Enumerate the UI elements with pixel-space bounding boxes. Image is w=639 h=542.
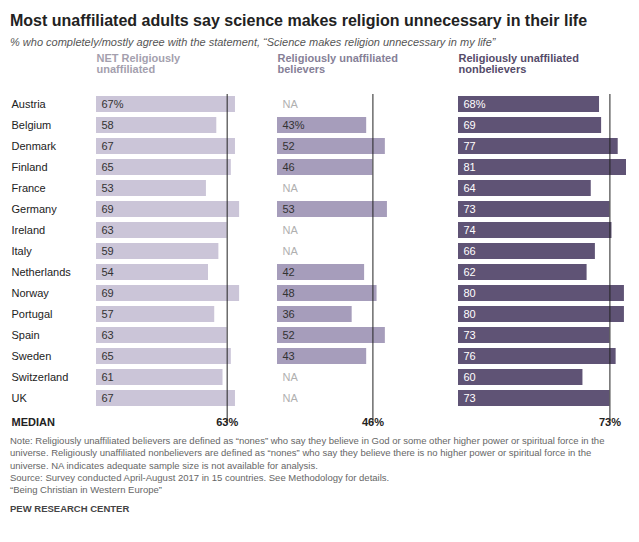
svg-text:77: 77	[464, 140, 476, 152]
svg-text:74: 74	[464, 224, 476, 236]
svg-text:42: 42	[283, 266, 295, 278]
svg-text:76: 76	[464, 350, 476, 362]
svg-text:81: 81	[464, 161, 476, 173]
svg-text:54: 54	[102, 266, 114, 278]
svg-text:59: 59	[102, 245, 114, 257]
svg-text:61: 61	[102, 371, 114, 383]
svg-text:43: 43	[283, 350, 295, 362]
svg-text:Switzerland: Switzerland	[12, 371, 69, 383]
svg-text:NA: NA	[283, 182, 299, 194]
svg-text:Religiously unaffiliatedbeliev: Religiously unaffiliatedbelievers	[278, 52, 398, 75]
svg-text:53: 53	[102, 182, 114, 194]
svg-text:Belgium: Belgium	[12, 119, 52, 131]
svg-text:46%: 46%	[362, 416, 384, 428]
svg-text:69: 69	[464, 119, 476, 131]
svg-text:NA: NA	[283, 245, 299, 257]
svg-text:80: 80	[464, 308, 476, 320]
svg-text:Spain: Spain	[12, 329, 40, 341]
html-text:Note: Religiously unaffiliated: Note: Religiously unaffiliated believers…	[10, 435, 605, 471]
svg-text:67: 67	[102, 392, 114, 404]
html-text:Most unaffiliated adults say s: Most unaffiliated adults say science mak…	[10, 12, 588, 29]
svg-text:NA: NA	[283, 371, 299, 383]
svg-text:Religiously unaffiliatednonbel: Religiously unaffiliatednonbelievers	[459, 52, 579, 75]
svg-text:NA: NA	[283, 392, 299, 404]
svg-text:73: 73	[464, 203, 476, 215]
svg-text:Netherlands: Netherlands	[12, 266, 72, 278]
svg-text:73%: 73%	[599, 416, 621, 428]
svg-text:80: 80	[464, 287, 476, 299]
svg-text:Germany: Germany	[12, 203, 58, 215]
svg-text:73: 73	[464, 329, 476, 341]
svg-text:52: 52	[283, 140, 295, 152]
svg-text:Italy: Italy	[12, 245, 33, 257]
svg-text:43%: 43%	[283, 119, 305, 131]
svg-text:52: 52	[283, 329, 295, 341]
svg-text:60: 60	[464, 371, 476, 383]
svg-text:69: 69	[102, 287, 114, 299]
svg-text:65: 65	[102, 161, 114, 173]
svg-text:48: 48	[283, 287, 295, 299]
svg-text:France: France	[12, 182, 46, 194]
svg-text:MEDIAN: MEDIAN	[12, 416, 55, 428]
svg-text:Portugal: Portugal	[12, 308, 53, 320]
svg-text:69: 69	[102, 203, 114, 215]
svg-text:Finland: Finland	[12, 161, 48, 173]
html-text:Source: Survey conducted April: Source: Survey conducted April-August 20…	[10, 472, 390, 483]
svg-text:63: 63	[102, 224, 114, 236]
svg-text:46: 46	[283, 161, 295, 173]
svg-text:68%: 68%	[464, 98, 486, 110]
svg-text:67%: 67%	[102, 98, 124, 110]
svg-text:Norway: Norway	[12, 287, 50, 299]
svg-text:66: 66	[464, 245, 476, 257]
html-text:PEW RESEARCH CENTER: PEW RESEARCH CENTER	[10, 502, 130, 514]
svg-text:Sweden: Sweden	[12, 350, 52, 362]
svg-text:73: 73	[464, 392, 476, 404]
svg-text:Denmark: Denmark	[12, 140, 57, 152]
svg-text:NET Religiouslyunaffiliated: NET Religiouslyunaffiliated	[97, 52, 182, 75]
svg-text:63: 63	[102, 329, 114, 341]
svg-text:UK: UK	[12, 392, 28, 404]
svg-text:63%: 63%	[216, 416, 238, 428]
svg-text:NA: NA	[283, 98, 299, 110]
svg-text:62: 62	[464, 266, 476, 278]
svg-text:Ireland: Ireland	[12, 224, 46, 236]
svg-text:53: 53	[283, 203, 295, 215]
svg-text:36: 36	[283, 308, 295, 320]
svg-text:67: 67	[102, 140, 114, 152]
svg-text:NA: NA	[283, 224, 299, 236]
svg-text:58: 58	[102, 119, 114, 131]
svg-text:65: 65	[102, 350, 114, 362]
svg-text:64: 64	[464, 182, 476, 194]
svg-text:57: 57	[102, 308, 114, 320]
html-text:% who completely/mostly agree: % who completely/mostly agree with the s…	[10, 36, 496, 48]
svg-text:Austria: Austria	[12, 98, 47, 110]
html-text:“Being Christian in Western Eu: “Being Christian in Western Europe”	[10, 484, 162, 496]
